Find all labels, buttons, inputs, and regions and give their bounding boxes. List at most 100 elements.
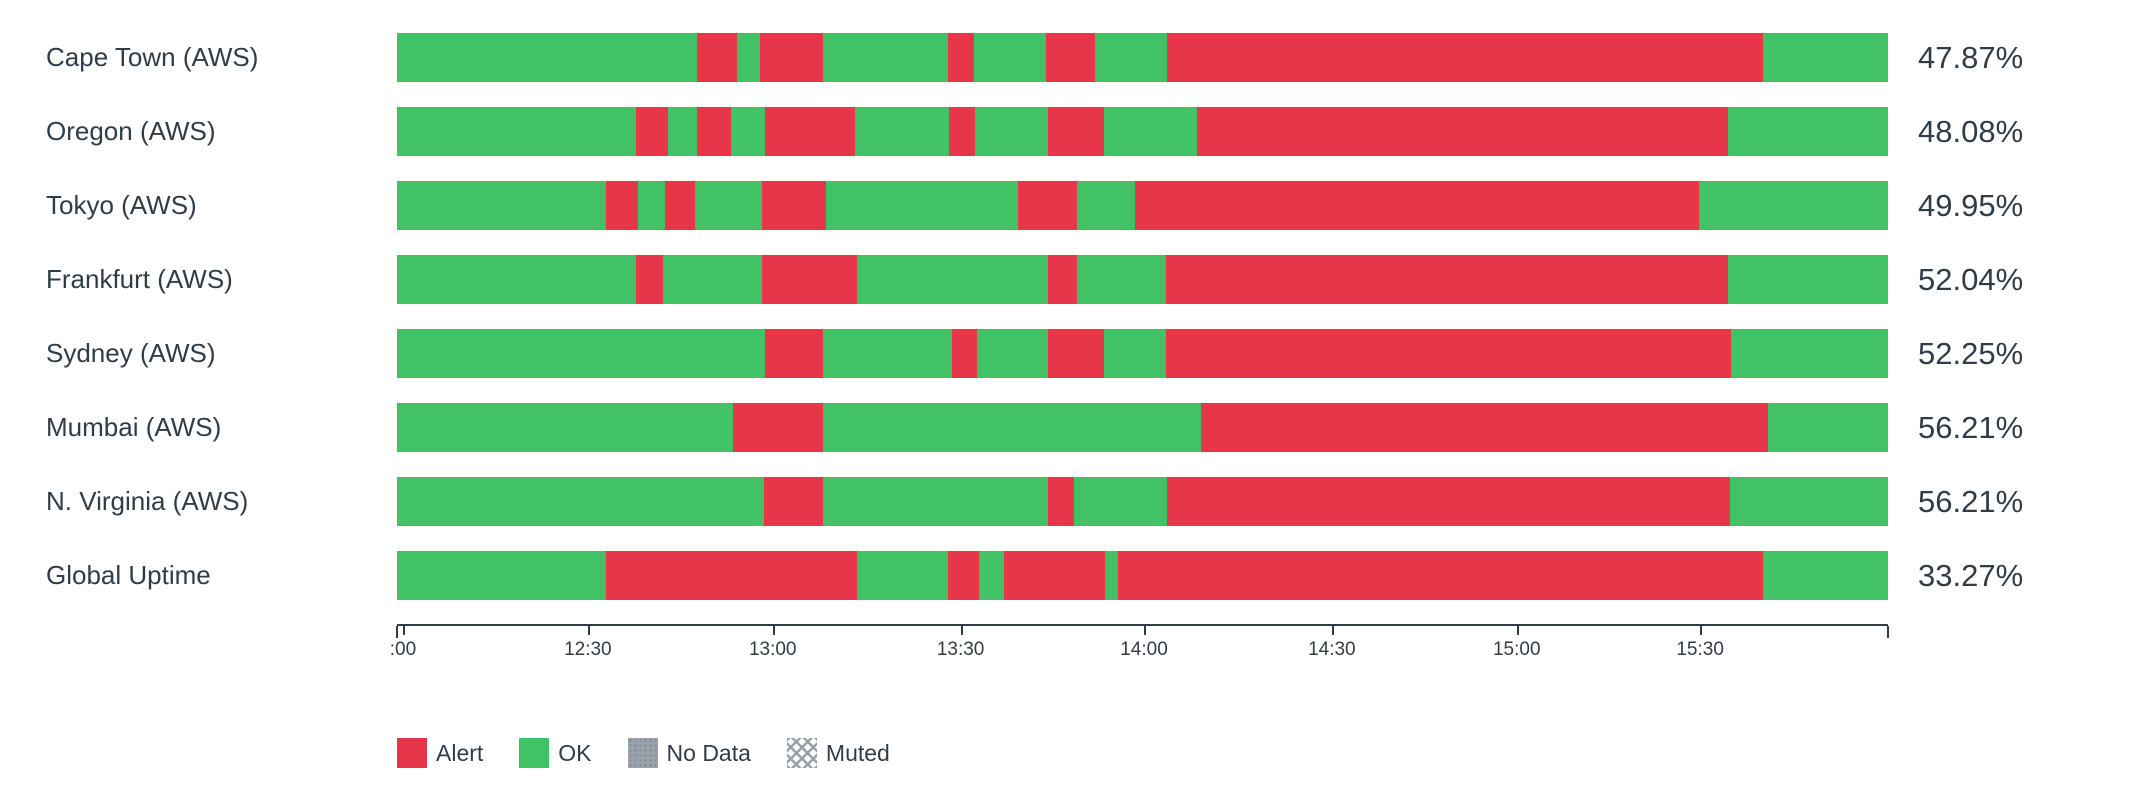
status-segment-alert[interactable] [636, 255, 664, 304]
status-segment-alert[interactable] [759, 33, 824, 82]
status-segment-ok[interactable] [663, 255, 762, 304]
status-segment-ok[interactable] [397, 181, 607, 230]
legend-label: No Data [666, 739, 751, 766]
status-segment-alert[interactable] [1017, 181, 1078, 230]
status-segment-ok[interactable] [973, 33, 1047, 82]
status-segment-alert[interactable] [949, 107, 976, 156]
status-segment-ok[interactable] [1763, 33, 1888, 82]
status-bar[interactable] [397, 255, 1888, 304]
status-segment-ok[interactable] [1077, 255, 1167, 304]
status-segment-ok[interactable] [976, 329, 1048, 378]
status-row: Mumbai (AWS) 56.21% [0, 403, 2134, 452]
status-segment-ok[interactable] [1699, 181, 1888, 230]
status-segment-ok[interactable] [1103, 107, 1198, 156]
status-bar[interactable] [397, 181, 1888, 230]
status-segment-alert[interactable] [1047, 255, 1077, 304]
status-segment-ok[interactable] [1768, 403, 1888, 452]
axis-tick-label: 13:00 [748, 639, 797, 660]
status-segment-alert[interactable] [947, 33, 974, 82]
status-segment-ok[interactable] [730, 107, 765, 156]
status-bar[interactable] [397, 477, 1888, 526]
status-bar[interactable] [397, 107, 1888, 156]
uptime-percentage: 47.87% [1918, 39, 2024, 75]
status-segment-alert[interactable] [732, 403, 823, 452]
status-segment-alert[interactable] [761, 181, 827, 230]
status-segment-ok[interactable] [397, 255, 637, 304]
status-segment-ok[interactable] [857, 255, 1048, 304]
status-segment-ok[interactable] [822, 403, 1201, 452]
status-segment-ok[interactable] [857, 551, 948, 600]
status-bar[interactable] [397, 329, 1888, 378]
status-segment-ok[interactable] [1095, 33, 1167, 82]
status-segment-alert[interactable] [1047, 329, 1105, 378]
status-segment-alert[interactable] [1047, 107, 1104, 156]
status-bar[interactable] [397, 33, 1888, 82]
status-segment-alert[interactable] [665, 181, 696, 230]
status-segment-ok[interactable] [1104, 329, 1167, 378]
status-segment-ok[interactable] [855, 107, 950, 156]
status-segment-alert[interactable] [1046, 33, 1096, 82]
status-segment-alert[interactable] [636, 107, 669, 156]
status-segment-ok[interactable] [397, 107, 637, 156]
status-row: Cape Town (AWS) 47.87% [0, 33, 2134, 82]
legend-item-ok[interactable]: OK [519, 738, 592, 768]
axis-tick [1516, 626, 1519, 635]
status-segment-alert[interactable] [1197, 107, 1729, 156]
status-segment-ok[interactable] [1728, 255, 1888, 304]
status-segment-alert[interactable] [761, 255, 858, 304]
status-segment-ok[interactable] [638, 181, 666, 230]
status-segment-ok[interactable] [826, 181, 1018, 230]
status-segment-alert[interactable] [764, 107, 855, 156]
status-segment-ok[interactable] [397, 477, 764, 526]
status-segment-ok[interactable] [823, 477, 1049, 526]
status-segment-alert[interactable] [1003, 551, 1106, 600]
status-segment-ok[interactable] [695, 181, 762, 230]
legend-item-no_data[interactable]: No Data [627, 738, 751, 768]
status-bar[interactable] [397, 551, 1888, 600]
status-segment-alert[interactable] [1118, 551, 1764, 600]
status-segment-ok[interactable] [822, 329, 952, 378]
status-segment-ok[interactable] [397, 33, 698, 82]
status-segment-alert[interactable] [1048, 477, 1075, 526]
status-segment-alert[interactable] [951, 329, 977, 378]
status-segment-ok[interactable] [1763, 551, 1888, 600]
status-segment-alert[interactable] [1166, 255, 1729, 304]
status-segment-alert[interactable] [764, 329, 823, 378]
status-segment-ok[interactable] [397, 403, 733, 452]
status-segment-alert[interactable] [1166, 329, 1732, 378]
status-segment-ok[interactable] [975, 107, 1048, 156]
status-segment-ok[interactable] [823, 33, 948, 82]
status-segment-ok[interactable] [1731, 329, 1888, 378]
status-segment-ok[interactable] [736, 33, 760, 82]
axis-tick-label: 15:00 [1492, 639, 1541, 660]
status-bar[interactable] [397, 403, 1888, 452]
chart-rows: Cape Town (AWS) 47.87% Oregon (AWS) 48.08% T… [0, 33, 2134, 600]
status-segment-ok[interactable] [397, 551, 607, 600]
status-segment-ok[interactable] [1074, 477, 1167, 526]
status-segment-alert[interactable] [1166, 33, 1764, 82]
legend-item-muted[interactable]: Muted [786, 738, 890, 768]
axis-edge-tick [396, 626, 398, 638]
uptime-percentage: 33.27% [1918, 557, 2024, 593]
status-segment-alert[interactable] [763, 477, 824, 526]
status-segment-alert[interactable] [1200, 403, 1769, 452]
axis-tick-label: 14:30 [1308, 639, 1356, 660]
status-segment-alert[interactable] [606, 551, 858, 600]
status-segment-ok[interactable] [1077, 181, 1135, 230]
status-segment-ok[interactable] [978, 551, 1004, 600]
time-axis-row: :00 12:30 13:00 13:30 14:00 14:30 15:00 15:30 [0, 624, 2134, 674]
status-segment-alert[interactable] [697, 33, 737, 82]
uptime-percentage: 48.08% [1918, 113, 2024, 149]
uptime-status-chart: Cape Town (AWS) 47.87% Oregon (AWS) 48.08% T… [0, 33, 2134, 768]
status-segment-ok[interactable] [1105, 551, 1119, 600]
status-segment-ok[interactable] [1730, 477, 1888, 526]
status-segment-alert[interactable] [1166, 477, 1731, 526]
status-segment-ok[interactable] [397, 329, 765, 378]
status-segment-alert[interactable] [697, 107, 731, 156]
status-segment-alert[interactable] [947, 551, 979, 600]
status-segment-alert[interactable] [1134, 181, 1700, 230]
status-segment-alert[interactable] [606, 181, 639, 230]
status-segment-ok[interactable] [1728, 107, 1888, 156]
status-segment-ok[interactable] [668, 107, 698, 156]
legend-item-alert[interactable]: Alert [397, 738, 483, 768]
